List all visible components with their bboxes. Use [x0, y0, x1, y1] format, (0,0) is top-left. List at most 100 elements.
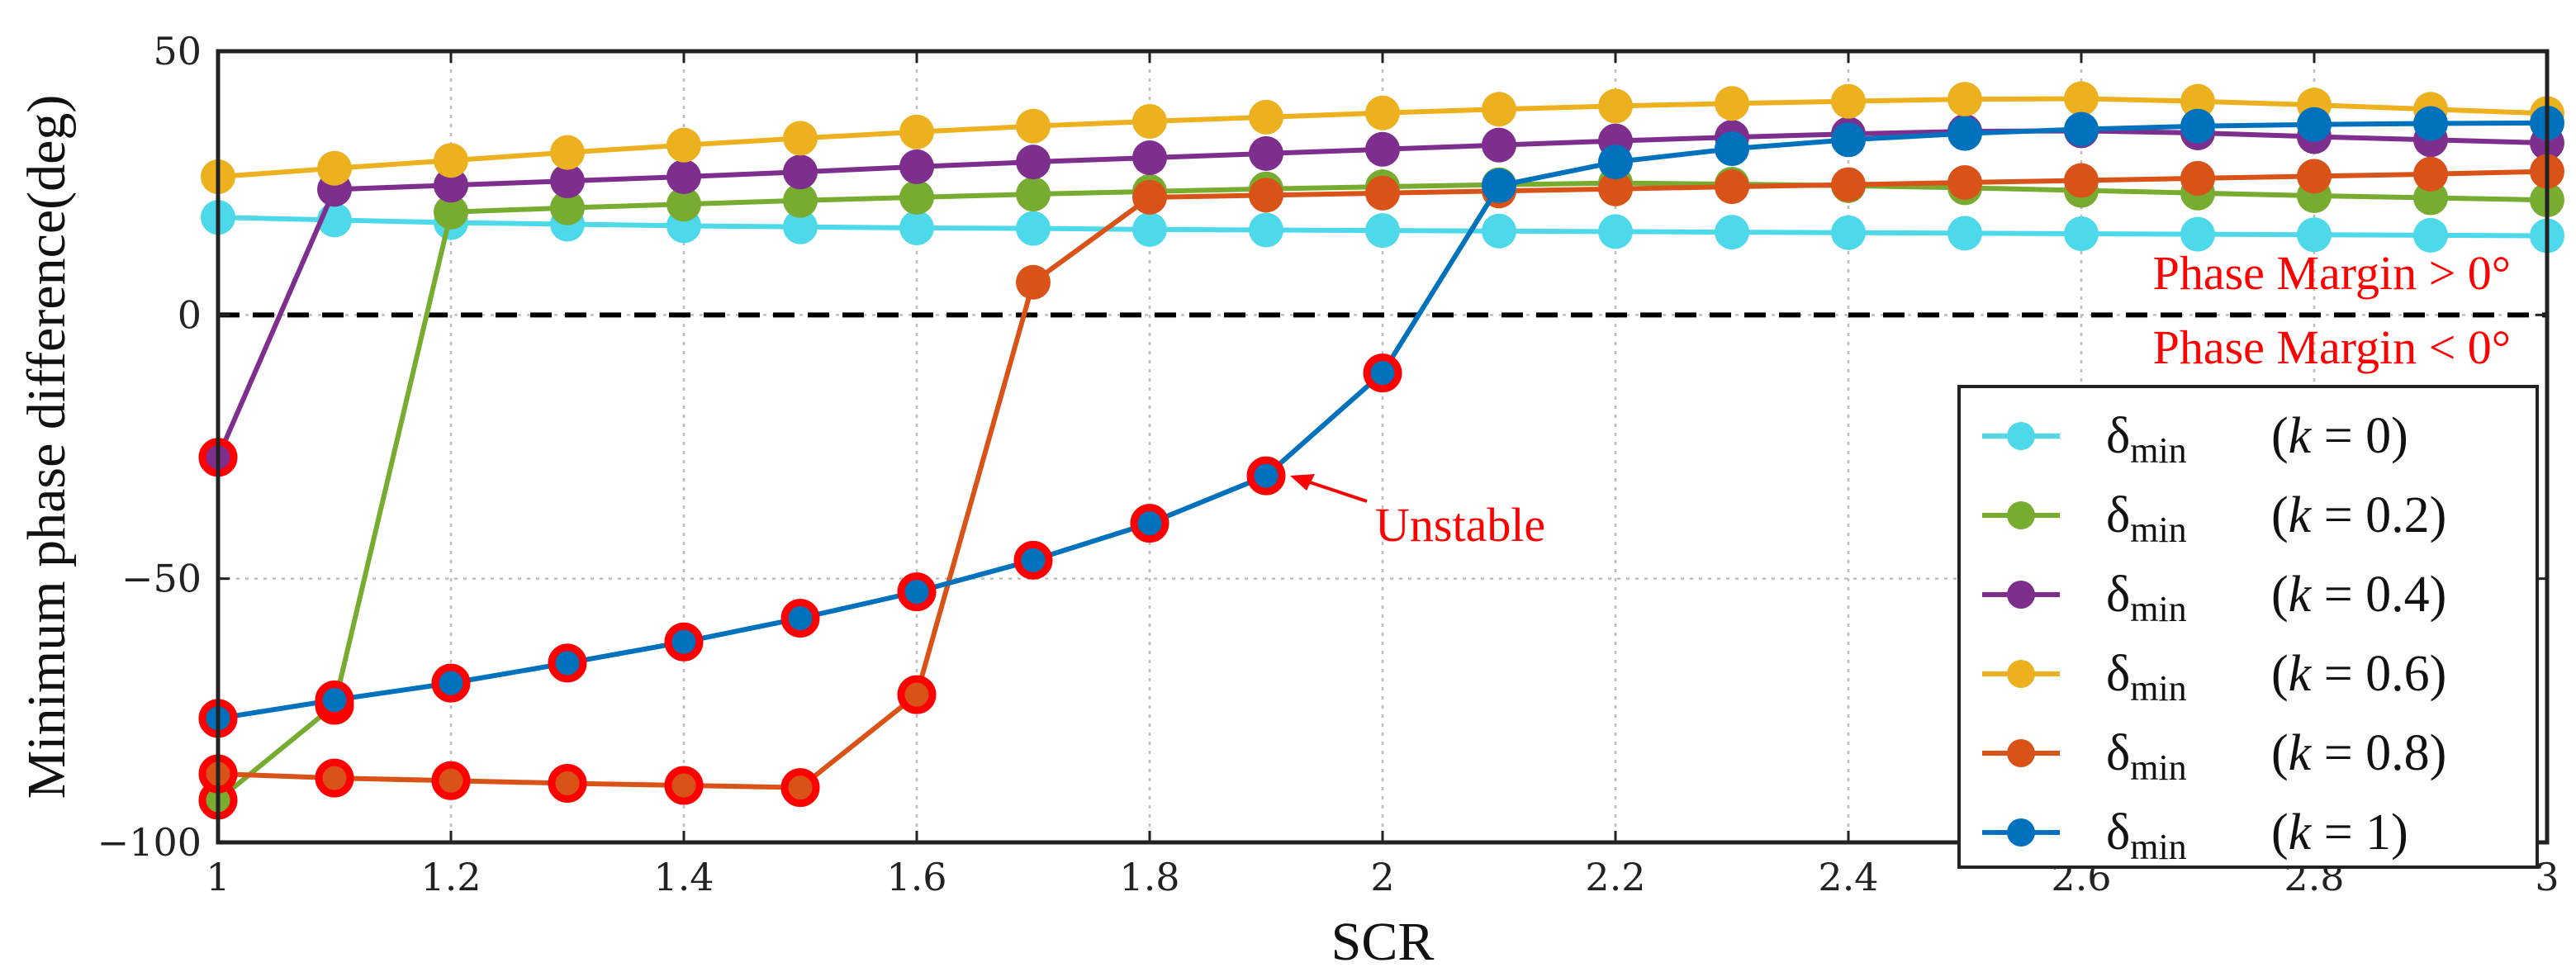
data-point: [2297, 107, 2332, 142]
legend-item: δmin (k = 0.2): [1982, 487, 2446, 550]
unstable-annotation: Unstable: [1290, 474, 1545, 552]
data-point: [1947, 82, 1982, 117]
data-point: [1132, 140, 1167, 176]
data-point: [1365, 131, 1400, 167]
legend-marker: [2007, 739, 2035, 767]
legend-label: δmin (k = 1): [2106, 804, 2408, 867]
x-tick-label: 1.4: [653, 855, 714, 899]
data-point: [1831, 83, 1866, 119]
legend-marker: [2007, 660, 2035, 688]
legend-marker: [2007, 501, 2035, 529]
data-point: [1365, 213, 1400, 249]
data-point: [1947, 116, 1982, 151]
annotation-phase-margin-positive: Phase Margin > 0°: [2153, 246, 2511, 300]
unstable-data-point: [1363, 353, 1402, 393]
data-point: [1249, 212, 1283, 248]
data-point: [1598, 88, 1633, 124]
data-point: [1598, 214, 1633, 249]
x-tick-label: 1.6: [886, 855, 946, 899]
x-tick-label: 1.8: [1119, 855, 1179, 899]
data-point: [2413, 217, 2448, 253]
data-point: [1016, 145, 1051, 180]
data-point: [1132, 211, 1167, 247]
data-point: [2413, 180, 2448, 216]
x-tick-label: 1.2: [420, 855, 481, 899]
data-point: [2413, 106, 2448, 141]
data-point: [1249, 99, 1283, 135]
data-point: [1016, 264, 1051, 300]
data-point: [1715, 169, 1749, 205]
data-point: [2064, 163, 2099, 198]
unstable-data-point: [780, 768, 820, 808]
legend-item: δmin (k = 0.6): [1982, 646, 2446, 709]
y-axis-title: Minimum phase difference(deg): [17, 95, 77, 799]
data-point: [2180, 83, 2215, 119]
unstable-data-point: [897, 675, 937, 714]
data-point: [2297, 159, 2332, 194]
unstable-label: Unstable: [1375, 498, 1545, 552]
data-point: [1016, 108, 1051, 144]
legend-marker: [2007, 818, 2035, 847]
data-point: [1016, 177, 1051, 212]
y-tick-label: 50: [153, 29, 202, 74]
legend-label: δmin (k = 0.6): [2106, 646, 2446, 709]
data-point: [1598, 171, 1633, 206]
unstable-data-point: [664, 766, 704, 805]
x-axis-title: SCR: [1331, 912, 1435, 972]
data-point: [899, 210, 934, 245]
data-point: [783, 154, 818, 190]
legend: δmin (k = 0) δmin (k = 0.2) δmin (k = 0.4) δmi…: [1957, 385, 2539, 869]
data-point: [2064, 111, 2099, 147]
legend-item: δmin (k = 1): [1982, 804, 2408, 867]
unstable-arrow-line: [1304, 479, 1368, 503]
unstable-data-point: [315, 681, 354, 720]
data-point: [434, 168, 468, 203]
unstable-data-point: [1013, 540, 1053, 580]
data-point: [1365, 95, 1400, 130]
data-point: [1715, 215, 1749, 250]
data-point: [550, 164, 585, 199]
data-point: [1365, 175, 1400, 211]
unstable-data-point: [548, 643, 587, 683]
y-tick-label: −50: [121, 557, 202, 601]
data-point: [783, 209, 818, 244]
series-4: [198, 154, 2564, 808]
data-point: [1482, 213, 1516, 249]
data-point: [899, 114, 934, 149]
data-point: [899, 179, 934, 215]
x-tick-label: 2.2: [1585, 855, 1645, 899]
data-point: [2297, 217, 2332, 253]
data-point: [1947, 216, 1982, 251]
data-point: [2064, 216, 2099, 251]
legend-box: [1957, 385, 2539, 869]
unstable-data-point: [1130, 504, 1169, 543]
legend-label: δmin (k = 0): [2106, 408, 2408, 471]
data-point: [434, 143, 468, 178]
x-tick-label: 1: [206, 855, 230, 899]
legend-label: δmin (k = 0.8): [2106, 725, 2446, 788]
data-point: [1249, 135, 1283, 171]
data-point: [434, 194, 468, 230]
x-tick-label: 3: [2535, 855, 2559, 899]
unstable-data-point: [780, 599, 820, 638]
x-tick-label: 2.4: [1818, 855, 1878, 899]
data-point: [2180, 108, 2215, 144]
y-tick-label: 0: [178, 292, 202, 337]
data-point: [1482, 92, 1516, 127]
data-point: [1132, 103, 1167, 139]
data-point: [1016, 211, 1051, 246]
unstable-data-point: [548, 763, 587, 803]
legend-label: δmin (k = 0.4): [2106, 567, 2446, 629]
data-point: [2413, 156, 2448, 192]
legend-label: δmin (k = 0.2): [2106, 487, 2446, 550]
data-point: [1482, 168, 1516, 203]
legend-item: δmin (k = 0): [1982, 408, 2408, 471]
unstable-data-point: [431, 761, 471, 800]
y-tick-label: −100: [97, 820, 202, 865]
data-point: [1482, 127, 1516, 163]
data-point: [783, 121, 818, 156]
data-point: [667, 159, 701, 195]
data-point: [783, 183, 818, 218]
